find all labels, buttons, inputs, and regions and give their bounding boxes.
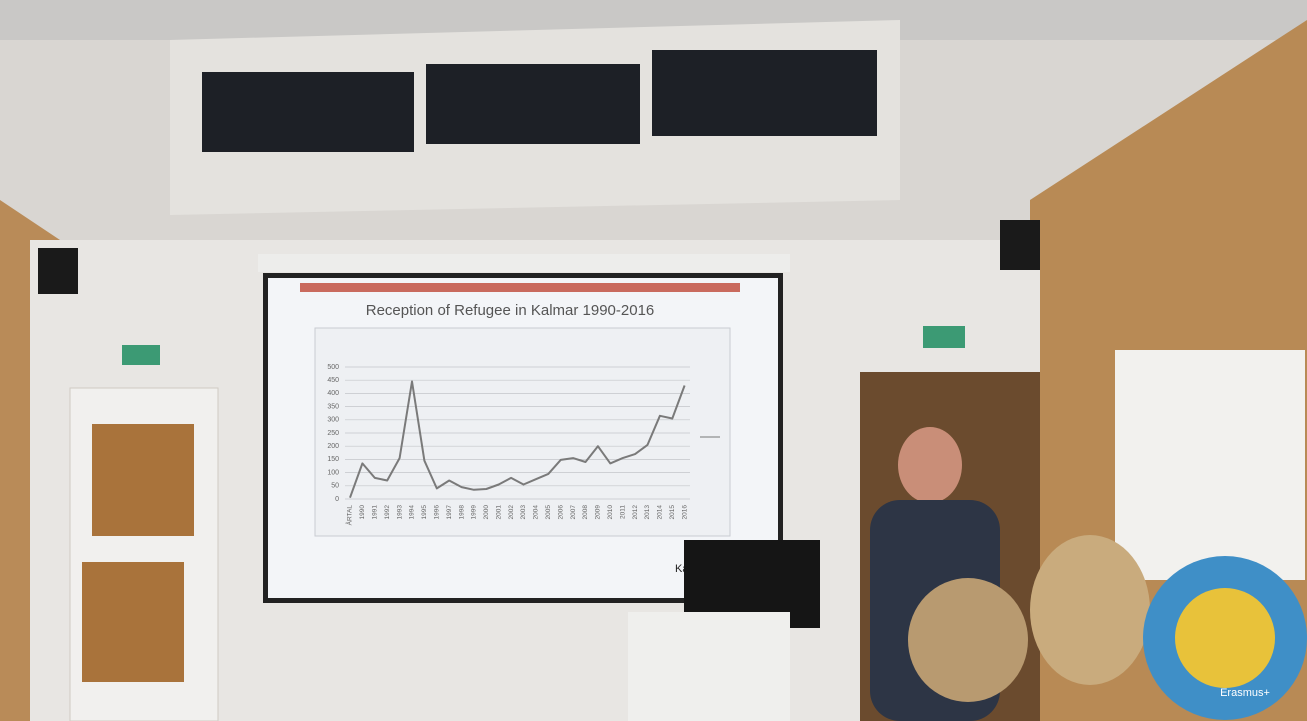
- x-tick-label: 1995: [421, 505, 428, 520]
- x-tick-label: 2012: [632, 505, 639, 520]
- x-tick-label: 2011: [619, 505, 626, 519]
- x-tick-label: 1998: [458, 505, 465, 520]
- y-tick-label: 450: [327, 377, 339, 384]
- flipchart: [1115, 350, 1305, 580]
- x-tick-label: 2007: [570, 505, 577, 520]
- x-tick-label: 1997: [446, 505, 453, 520]
- speaker-head: [898, 427, 962, 503]
- x-tick-label: 1992: [384, 505, 391, 520]
- x-tick-label: 2000: [483, 505, 490, 520]
- x-tick-label: 2013: [644, 505, 651, 520]
- lectern: [628, 612, 790, 721]
- y-tick-label: 50: [331, 483, 339, 490]
- screen-case: [258, 254, 790, 272]
- chart-title: Reception of Refugee in Kalmar 1990-2016: [366, 302, 655, 319]
- x-tick-label: 2004: [533, 505, 540, 520]
- logo-inner: [1175, 588, 1275, 688]
- slide-banner: [300, 283, 740, 292]
- window: [426, 64, 640, 144]
- x-tick-label: 2002: [508, 505, 515, 520]
- x-tick-label: 1996: [433, 505, 440, 520]
- door-glass: [82, 562, 184, 682]
- x-tick-label: 2006: [557, 505, 564, 520]
- exit-sign: [923, 326, 965, 348]
- x-tick-label: 1991: [372, 505, 379, 520]
- y-tick-label: 200: [327, 443, 339, 450]
- audience-head: [908, 578, 1028, 702]
- window: [202, 72, 414, 152]
- x-tick-label: 2015: [669, 505, 676, 520]
- photo: Ka Erasmus+ Reception of Refugee in Kalm…: [0, 0, 1307, 721]
- x-tick-label: 1994: [409, 505, 416, 520]
- door-glass: [92, 424, 194, 536]
- x-tick-label: 2010: [607, 505, 614, 520]
- x-tick-label: 1993: [396, 505, 403, 520]
- y-tick-label: 300: [327, 417, 339, 424]
- audience-head: [1030, 535, 1150, 685]
- x-tick-label: 2001: [495, 505, 502, 520]
- logo-caption: Erasmus+: [1220, 687, 1270, 699]
- window: [652, 50, 877, 136]
- x-tick-label: 2003: [520, 505, 527, 520]
- x-tick-label: 2014: [657, 505, 664, 520]
- page: {"chart_data": {"type": "line", "title":…: [0, 0, 1307, 721]
- x-tick-label: 1999: [471, 505, 478, 520]
- speaker: [1000, 220, 1040, 270]
- y-tick-label: 250: [327, 430, 339, 437]
- y-tick-label: 150: [327, 456, 339, 463]
- y-tick-label: 400: [327, 390, 339, 397]
- x-tick-label: 1990: [359, 505, 366, 520]
- speaker: [38, 248, 78, 294]
- x-tick-label: 2016: [681, 505, 688, 520]
- x-tick-label: 2005: [545, 505, 552, 520]
- x-tick-label: ÅRTAL: [345, 505, 354, 526]
- chart-area: [315, 328, 730, 536]
- x-tick-label: 2008: [582, 505, 589, 520]
- y-tick-label: 500: [327, 364, 339, 371]
- y-tick-label: 0: [335, 496, 339, 503]
- y-tick-label: 100: [327, 469, 339, 476]
- exit-sign: [122, 345, 160, 365]
- x-tick-label: 2009: [595, 505, 602, 520]
- y-tick-label: 350: [327, 403, 339, 410]
